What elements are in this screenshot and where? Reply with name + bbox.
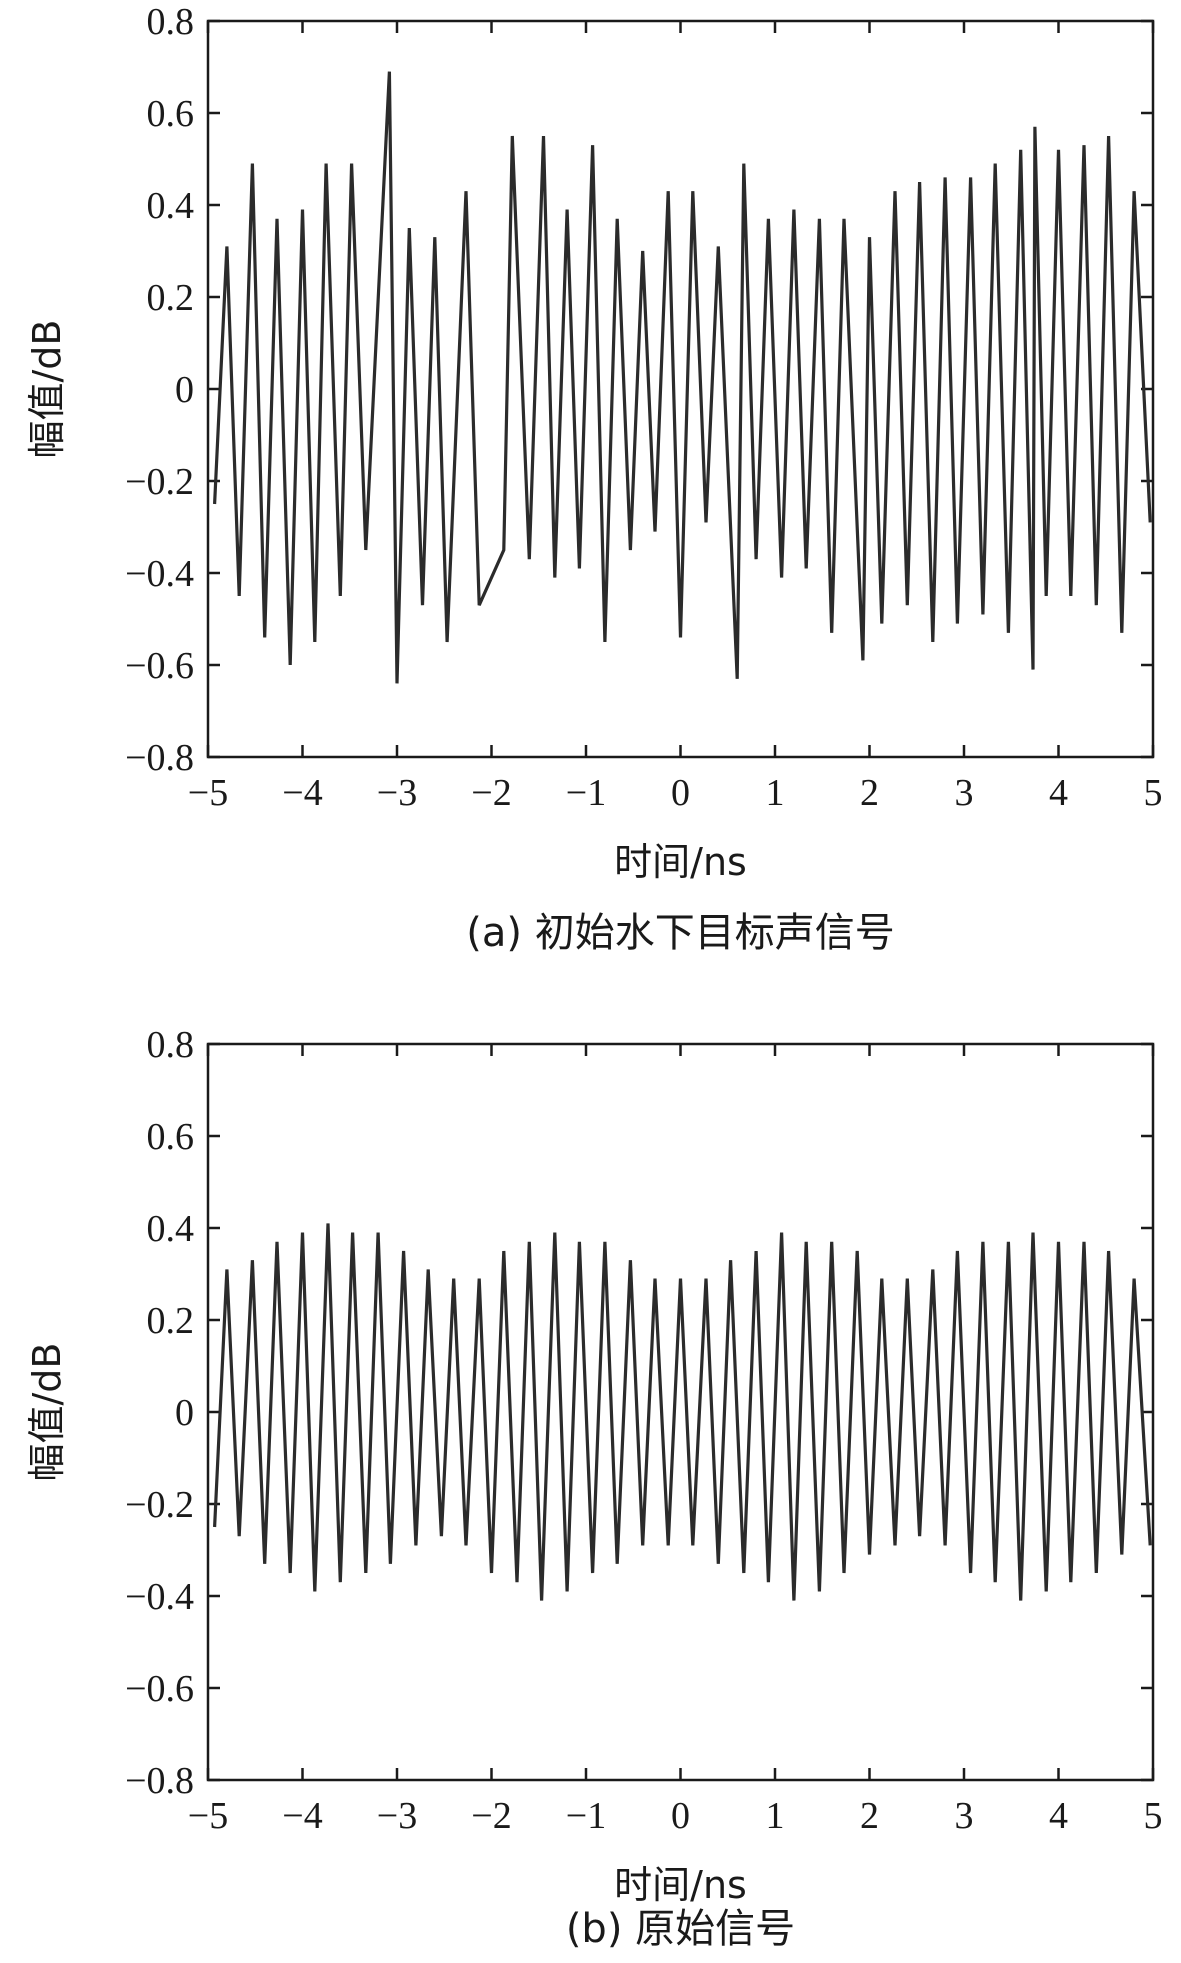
y-tick-label: −0.6	[125, 645, 194, 687]
plot-frame	[206, 1042, 1155, 1782]
x-tick-label: 4	[1049, 1795, 1068, 1837]
panel-b: −5 −4 −3 −2 −1 0 1 2 3 4 5 0.8 0.6 0.4 0.2 0 −0.2 −0.4 −0.…	[25, 1024, 1163, 1952]
signal-series	[213, 1223, 1152, 1601]
x-tick-label: −3	[377, 772, 417, 814]
x-tick-label: −2	[471, 772, 511, 814]
x-tick-label: 4	[1049, 772, 1068, 814]
y-tick-label: 0.6	[147, 1116, 195, 1158]
panel-a: −5 −4 −3 −2 −1 0 1 2 3 4 5 0.8 0.6 0.4 0.2 0 −0.2 −0.4 −0.…	[25, 1, 1163, 956]
y-tick-label: 0.2	[147, 1300, 195, 1342]
x-tick-label: −5	[188, 772, 228, 814]
x-tick-label: 3	[955, 772, 974, 814]
signal-series	[213, 71, 1152, 684]
y-tick-label: −0.8	[125, 1760, 194, 1802]
y-tick-label: −0.2	[125, 1484, 194, 1526]
y-tick-label: −0.6	[125, 1668, 194, 1710]
y-tick-label: 0.8	[147, 1024, 195, 1066]
y-tick-label: 0.6	[147, 93, 195, 135]
y-tick-label: 0.8	[147, 1, 195, 43]
x-tick-label: −5	[188, 1795, 228, 1837]
x-tick-label: 2	[860, 1795, 879, 1837]
x-tick-label: 3	[955, 1795, 974, 1837]
x-tick-label: 1	[766, 1795, 785, 1837]
y-tick-label: 0	[175, 1392, 194, 1434]
y-tick-label: −0.2	[125, 461, 194, 503]
plot-frame	[206, 19, 1155, 759]
x-tick-label: 5	[1144, 1795, 1163, 1837]
x-tick-label: −2	[471, 1795, 511, 1837]
x-tick-label: −4	[282, 772, 322, 814]
y-tick-label: −0.8	[125, 737, 194, 779]
x-tick-label: −3	[377, 1795, 417, 1837]
x-tick-label: 5	[1144, 772, 1163, 814]
y-axis-label: 幅值/dB	[25, 320, 69, 459]
x-axis-label: 时间/ns	[614, 840, 747, 884]
chart-caption: (a) 初始水下目标声信号	[466, 910, 894, 956]
y-tick-label: 0.2	[147, 277, 195, 319]
y-tick-label: 0.4	[147, 185, 195, 227]
x-tick-label: −4	[282, 1795, 322, 1837]
x-tick-label: 0	[671, 1795, 690, 1837]
x-tick-label: 2	[860, 772, 879, 814]
y-tick-label: −0.4	[125, 553, 194, 595]
x-tick-label: −1	[566, 1795, 606, 1837]
x-axis-label: 时间/ns	[614, 1863, 747, 1907]
y-tick-label: −0.4	[125, 1576, 194, 1618]
y-tick-label: 0.4	[147, 1208, 195, 1250]
chart-caption: (b) 原始信号	[566, 1906, 795, 1952]
y-axis-label: 幅值/dB	[25, 1343, 69, 1482]
x-tick-label: 1	[766, 772, 785, 814]
x-tick-label: 0	[671, 772, 690, 814]
y-tick-label: 0	[175, 369, 194, 411]
x-tick-label: −1	[566, 772, 606, 814]
